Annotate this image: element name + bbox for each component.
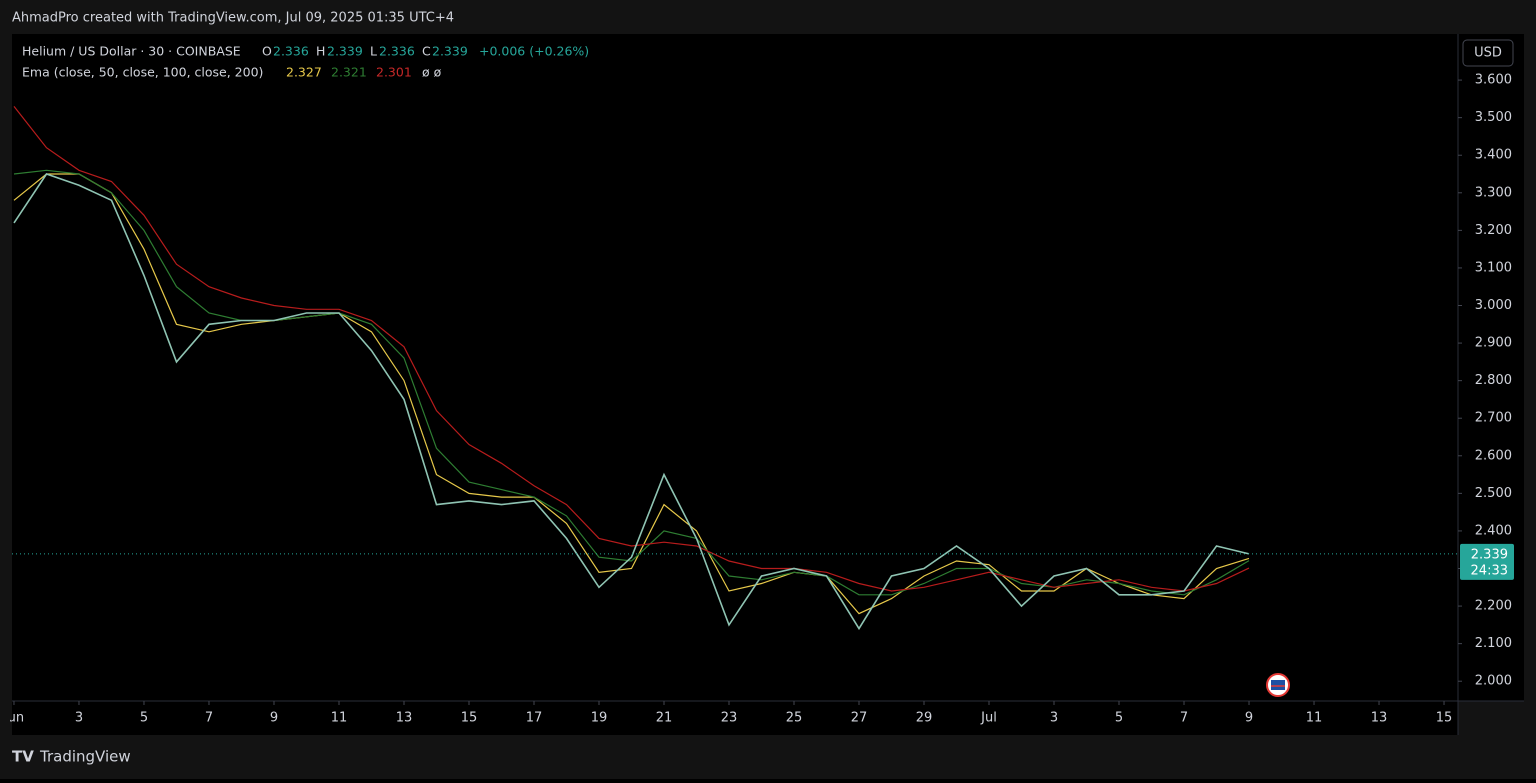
x-tick-label: 19: [591, 711, 608, 726]
ema-value: 2.301: [376, 65, 412, 80]
x-tick-label: 17: [526, 711, 543, 726]
y-tick-label: 2.100: [1475, 636, 1512, 651]
close: 2.339: [432, 44, 468, 59]
l-label: L: [370, 44, 377, 59]
open: 2.336: [273, 44, 309, 59]
x-tick-label: 7: [1180, 711, 1188, 726]
x-tick-label: 15: [461, 711, 478, 726]
legend: Helium / US Dollar · 30 · COINBASE O 2.3…: [22, 44, 589, 80]
change: +0.006 (+0.26%): [479, 44, 589, 59]
ema-tail: ø ø: [422, 65, 442, 80]
y-tick-label: 3.600: [1475, 73, 1512, 88]
y-tick-label: 2.800: [1475, 373, 1512, 388]
price-axis: [1458, 34, 1524, 701]
x-tick-label: 11: [331, 711, 348, 726]
y-tick-label: 2.900: [1475, 336, 1512, 351]
y-tick-label: 3.300: [1475, 185, 1512, 200]
x-tick-label: Jun: [3, 711, 24, 726]
low: 2.336: [379, 44, 415, 59]
y-tick-label: 2.600: [1475, 448, 1512, 463]
event-icon: [1266, 673, 1290, 697]
x-tick-label: 9: [1245, 711, 1253, 726]
h-label: H: [316, 44, 325, 59]
y-tick-label: 3.000: [1475, 298, 1512, 313]
brand-logo: TV: [12, 748, 34, 766]
x-tick-label: 9: [270, 711, 278, 726]
currency[interactable]: USD: [1474, 46, 1502, 61]
y-tick-label: 3.500: [1475, 110, 1512, 125]
x-tick-label: Jul: [980, 711, 997, 726]
x-tick-label: 3: [75, 711, 83, 726]
x-tick-label: 5: [1115, 711, 1123, 726]
y-tick-label: 2.000: [1475, 674, 1512, 689]
ema-value: 2.327: [286, 65, 322, 80]
y-tick-label: 2.200: [1475, 599, 1512, 614]
credit: AhmadPro created with TradingView.com, J…: [12, 11, 454, 26]
series-line: [13, 173, 1250, 615]
x-tick-label: 5: [140, 711, 148, 726]
x-axis: Jun 3 5 7 9 11 13 15 17 19 21 23 25 27 29 Jul 3 5 7 9 11 13 15: [3, 701, 1453, 726]
y-tick-label: 3.400: [1475, 148, 1512, 163]
x-tick-label: 15: [1436, 711, 1453, 726]
x-tick-label: 23: [721, 711, 738, 726]
x-tick-label: 3: [1050, 711, 1058, 726]
currency-button[interactable]: [1462, 39, 1514, 67]
x-tick-label: 13: [1371, 711, 1388, 726]
symbol: Helium / US Dollar · 30 · COINBASE: [22, 44, 241, 59]
high: 2.339: [327, 44, 363, 59]
y-tick-label: 2.700: [1475, 411, 1512, 426]
ema-label: Ema (close, 50, close, 100, close, 200): [22, 65, 263, 80]
brand: TradingView: [39, 748, 131, 766]
x-tick-label: 7: [205, 711, 213, 726]
last-price: 2.339: [1471, 547, 1508, 562]
x-tick-label: 25: [786, 711, 803, 726]
ema-value: 2.321: [331, 65, 367, 80]
x-tick-label: 29: [916, 711, 933, 726]
x-tick-label: 13: [396, 711, 413, 726]
countdown: 24:33: [1471, 563, 1508, 578]
series-line: [13, 106, 1250, 592]
x-tick-label: 27: [851, 711, 868, 726]
time-axis: [12, 701, 1458, 735]
y-tick-label: 2.500: [1475, 486, 1512, 501]
x-tick-label: 21: [656, 711, 673, 726]
x-tick-label: 11: [1306, 711, 1323, 726]
last-price-box: [1460, 543, 1514, 580]
y-tick-label: 2.400: [1475, 523, 1512, 538]
plot-area: [12, 34, 1458, 701]
c-label: C: [422, 44, 431, 59]
series-line: [13, 173, 1250, 631]
y-tick-label: 3.200: [1475, 223, 1512, 238]
y-tick-label: 3.100: [1475, 260, 1512, 275]
o-label: O: [262, 44, 272, 59]
